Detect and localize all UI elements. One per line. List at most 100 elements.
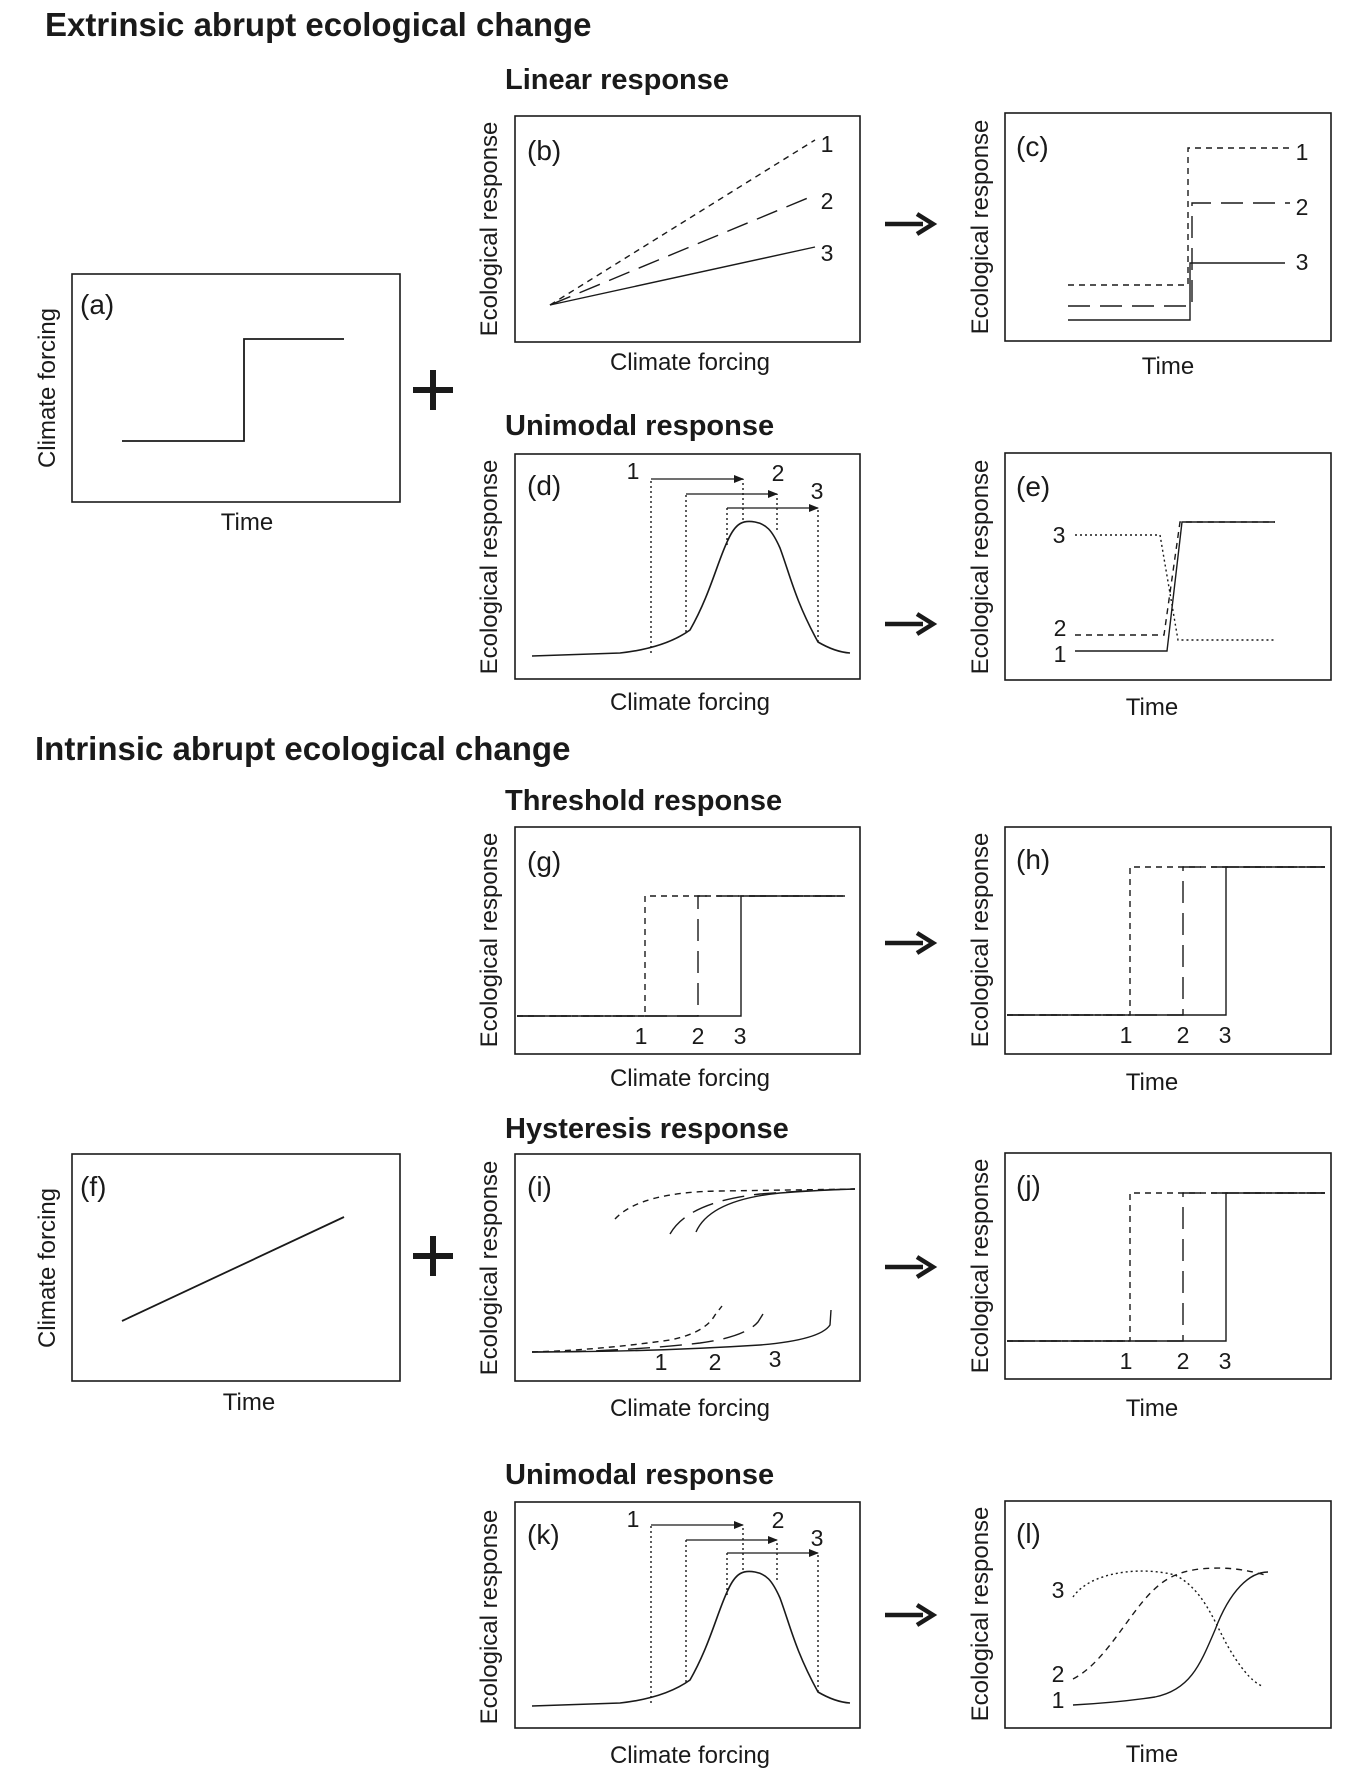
panel-c-num-2: 2 [1296, 194, 1309, 220]
panel-i-label: (i) [527, 1171, 552, 1202]
panel-i-frame [514, 1153, 861, 1382]
panel-e-xlabel: Time [1126, 694, 1178, 721]
panel-k-num-3: 3 [811, 1525, 824, 1551]
panel-i-upper-branch-1 [614, 1188, 856, 1220]
panel-i-num-2: 2 [709, 1349, 722, 1375]
panel-c-num-1: 1 [1296, 139, 1309, 165]
panel-c-ylabel: Ecological response [967, 120, 994, 335]
panel-j-line-2 [1007, 1192, 1325, 1342]
title-unimodal-top: Unimodal response [505, 410, 774, 442]
panel-b-num-1: 1 [821, 131, 834, 157]
panel-l-ylabel: Ecological response [967, 1507, 994, 1722]
panel-l-curve-2 [1072, 1567, 1266, 1680]
panel-k-response-curve [531, 1570, 851, 1707]
panel-l-num-3: 3 [1052, 1577, 1065, 1603]
panel-b-label: (b) [527, 135, 561, 166]
heading-intrinsic: Intrinsic abrupt ecological change [35, 730, 570, 767]
panel-h-num-3: 3 [1219, 1022, 1232, 1048]
panel-d-num-3: 3 [811, 478, 824, 504]
arrow-b-to-c-head [915, 212, 938, 236]
panel-l-frame [1004, 1500, 1332, 1729]
panel-l-num-1: 1 [1052, 1687, 1065, 1713]
panel-b-line-1 [549, 139, 816, 306]
panel-b-num-3: 3 [821, 240, 834, 266]
arrow-g-to-h-head [915, 931, 938, 955]
panel-i-num-1: 1 [655, 1349, 668, 1375]
panel-e-line-1 [1075, 521, 1275, 652]
panel-e-line-2 [1075, 521, 1275, 636]
panel-f-xlabel: Time [223, 1389, 275, 1416]
panel-d-response-curve [531, 520, 851, 657]
panel-b-xlabel: Climate forcing [610, 349, 770, 376]
panel-i-lower-branch-1 [531, 1305, 723, 1353]
panel-c-line-1 [1068, 147, 1290, 286]
panel-j-num-2: 2 [1177, 1348, 1190, 1374]
panel-l-curve-1 [1072, 1571, 1269, 1706]
panel-d-num-2: 2 [772, 460, 785, 486]
panel-e-ylabel: Ecological response [967, 460, 994, 675]
panel-d-label: (d) [527, 470, 561, 501]
panel-j-frame [1004, 1152, 1332, 1380]
panel-j-label: (j) [1016, 1170, 1041, 1201]
arrow-d-to-e-head [915, 612, 938, 636]
panel-h-line-1 [1007, 866, 1325, 1016]
heading-extrinsic: Extrinsic abrupt ecological change [45, 6, 591, 43]
panel-e-num-2: 2 [1054, 615, 1067, 641]
panel-l-num-2: 2 [1052, 1661, 1065, 1687]
panel-a-ylabel: Climate forcing [34, 308, 61, 468]
arrow-i-to-j-head [915, 1255, 938, 1279]
drawing-layer: Extrinsic abrupt ecological change Intrin… [34, 6, 1332, 1769]
panel-g-line-2 [517, 895, 845, 1017]
title-linear: Linear response [505, 64, 729, 96]
panel-a-step-line [122, 338, 344, 442]
panel-d-ylabel: Ecological response [476, 460, 503, 675]
panel-e-num-3: 3 [1053, 522, 1066, 548]
panel-j-num-1: 1 [1120, 1348, 1133, 1374]
panel-e-frame [1004, 452, 1332, 681]
panel-a-label: (a) [80, 289, 114, 320]
panel-h-line-2 [1007, 866, 1325, 1016]
panel-g-frame [514, 826, 861, 1055]
panel-g-ylabel: Ecological response [476, 833, 503, 1048]
panel-d-xlabel: Climate forcing [610, 689, 770, 716]
panel-j-line-3 [1007, 1192, 1325, 1342]
panel-g-line-3 [517, 895, 845, 1017]
panel-f-frame [71, 1153, 401, 1382]
panel-k-num-2: 2 [772, 1507, 785, 1533]
panel-c-num-3: 3 [1296, 249, 1309, 275]
panel-c-line-3 [1068, 262, 1285, 321]
panel-j-ylabel: Ecological response [967, 1159, 994, 1374]
panel-j-num-3: 3 [1219, 1348, 1232, 1374]
panel-k-label: (k) [527, 1519, 560, 1550]
arrow-k-to-l-head [915, 1603, 938, 1627]
panel-i-num-3: 3 [769, 1346, 782, 1372]
panel-f-ylabel: Climate forcing [34, 1188, 61, 1348]
panel-k-num-1: 1 [627, 1506, 640, 1532]
panel-h-ylabel: Ecological response [967, 833, 994, 1048]
panel-i-ylabel: Ecological response [476, 1161, 503, 1376]
panel-i-lower-branch-3 [531, 1309, 832, 1353]
panel-d-num-1: 1 [627, 458, 640, 484]
panel-b-frame [514, 115, 861, 343]
title-unimodal-bottom: Unimodal response [505, 1459, 774, 1491]
panel-h-frame [1004, 826, 1332, 1055]
panel-h-line-3 [1007, 866, 1325, 1016]
panel-l-xlabel: Time [1126, 1741, 1178, 1768]
panel-l-label: (l) [1016, 1518, 1041, 1549]
panel-k-ylabel: Ecological response [476, 1510, 503, 1725]
panel-i-upper-branch-3 [695, 1188, 856, 1233]
panel-a-xlabel: Time [221, 509, 273, 536]
panel-f-ramp-line [121, 1216, 345, 1322]
title-hysteresis: Hysteresis response [505, 1113, 789, 1145]
panel-c-label: (c) [1016, 131, 1049, 162]
panel-i-xlabel: Climate forcing [610, 1395, 770, 1422]
panel-l-curve-3 [1072, 1570, 1263, 1687]
panel-b-ylabel: Ecological response [476, 122, 503, 337]
panel-c-line-2 [1068, 202, 1290, 307]
panel-f-label: (f) [80, 1171, 106, 1202]
title-threshold: Threshold response [505, 785, 782, 817]
panel-g-line-1 [517, 895, 845, 1017]
panel-h-num-1: 1 [1120, 1022, 1133, 1048]
panel-g-num-1: 1 [635, 1023, 648, 1049]
